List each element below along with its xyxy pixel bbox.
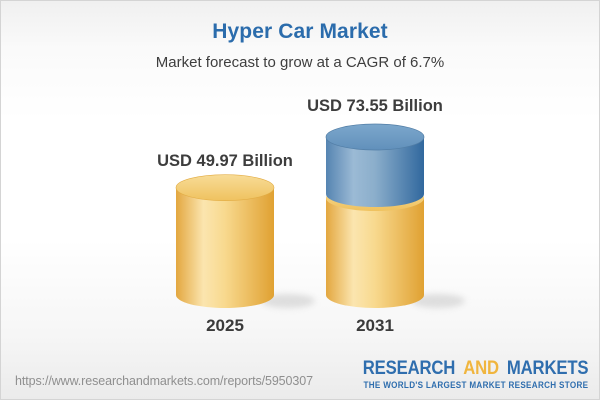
cylinder-shadow [411,294,465,308]
logo-word-markets: MARKETS [506,358,589,379]
page-title: Hyper Car Market [212,20,388,43]
cylinder-2031-growth-body [326,137,424,208]
logo-word-and: AND [462,358,499,379]
logo-tagline: THE WORLD'S LARGEST MARKET RESEARCH STOR… [363,380,588,390]
cylinder-2031-base-body [326,198,424,308]
logo-word-research: RESEARCH [362,358,455,379]
cylinder-2031-growth-top [325,123,425,151]
cylinder-2025-body [176,187,274,308]
research-and-markets-logo: RESEARCH AND MARKETS THE WORLD'S LARGEST… [332,359,588,390]
cylinder-shadow [261,294,315,308]
report-url: https://www.researchandmarkets.com/repor… [15,374,313,388]
x-axis-label-2031: 2031 [356,316,394,335]
x-axis-label-2025: 2025 [206,316,244,335]
cylinder-2025-top [175,174,275,201]
value-label-2031: USD 73.55 Billion [307,97,443,115]
page-subtitle: Market forecast to grow at a CAGR of 6.7… [155,54,445,71]
value-label-2025: USD 49.97 Billion [157,152,293,170]
logo-wordmark: RESEARCH AND MARKETS [362,359,588,378]
